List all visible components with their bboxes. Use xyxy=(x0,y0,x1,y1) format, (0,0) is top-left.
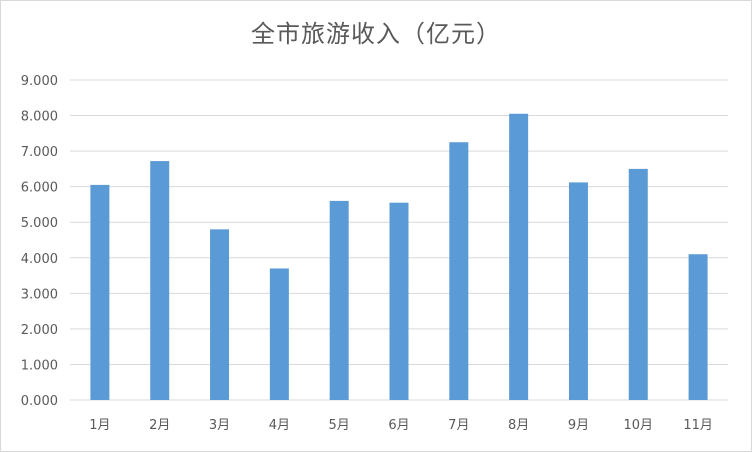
y-tick-label: 9.000 xyxy=(21,74,58,89)
bars xyxy=(90,113,708,401)
bar-9 xyxy=(568,182,588,400)
x-axis-ticks: 1月 2月 3月 4月 5月 6月 7月 8月 9月 10月 11月 xyxy=(89,418,713,433)
bar-1 xyxy=(90,184,110,400)
y-tick-label: 7.000 xyxy=(21,145,58,160)
x-tick-label: 3月 xyxy=(209,418,230,433)
bar-10 xyxy=(628,168,648,400)
bar-6 xyxy=(389,202,409,400)
y-axis-ticks: 0.000 1.000 2.000 3.000 4.000 5.000 6.000 7.000… xyxy=(21,74,58,409)
x-tick-label: 10月 xyxy=(623,418,653,433)
y-tick-label: 6.000 xyxy=(21,181,58,196)
x-tick-label: 8月 xyxy=(508,418,529,433)
y-tick-label: 2.000 xyxy=(21,323,58,338)
bar-4 xyxy=(269,268,289,400)
chart-title: 全市旅游收入（亿元） xyxy=(251,20,501,48)
bar-11 xyxy=(688,254,708,400)
x-tick-label: 11月 xyxy=(683,418,713,433)
y-tick-label: 4.000 xyxy=(21,252,58,267)
bar-8 xyxy=(509,113,529,401)
y-tick-label: 0.000 xyxy=(21,394,58,409)
bar-5 xyxy=(329,200,349,400)
bar-7 xyxy=(449,142,469,400)
y-tick-label: 3.000 xyxy=(21,287,58,302)
y-tick-label: 5.000 xyxy=(21,216,58,231)
x-tick-label: 9月 xyxy=(568,418,589,433)
x-tick-label: 2月 xyxy=(149,418,170,433)
bar-2 xyxy=(150,161,170,400)
x-tick-label: 5月 xyxy=(329,418,350,433)
x-tick-label: 1月 xyxy=(89,418,110,433)
y-tick-label: 1.000 xyxy=(21,358,58,373)
bar-3 xyxy=(210,229,230,400)
x-tick-label: 7月 xyxy=(448,418,469,433)
y-tick-label: 8.000 xyxy=(21,110,58,125)
x-tick-label: 6月 xyxy=(388,418,409,433)
x-tick-label: 4月 xyxy=(269,418,290,433)
